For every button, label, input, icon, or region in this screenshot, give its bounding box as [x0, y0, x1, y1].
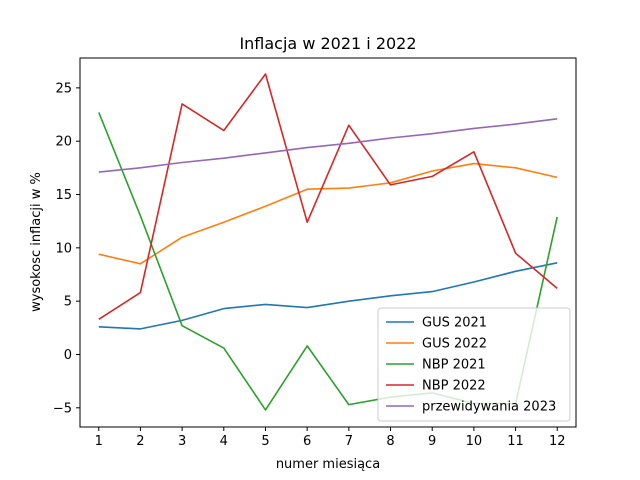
series-line-4 [98, 73, 558, 320]
chart-title: Inflacja w 2021 i 2022 [239, 34, 416, 53]
x-tick-label: 12 [549, 434, 566, 449]
y-tick-label: 10 [55, 241, 72, 256]
y-tick-label: −5 [53, 401, 72, 416]
x-tick-label: 3 [178, 434, 186, 449]
y-tick-label: 0 [64, 348, 72, 363]
x-tick-label: 1 [95, 434, 103, 449]
x-axis-label: numer miesiąca [276, 457, 380, 472]
y-tick-label: 20 [55, 135, 72, 150]
series-line-1 [98, 262, 558, 330]
x-tick-label: 7 [345, 434, 353, 449]
series-line-5 [98, 118, 558, 173]
legend-label: przewidywania 2023 [422, 400, 556, 415]
y-axis-label: wysokosc inflacji w % [29, 172, 44, 312]
legend-label: GUS 2021 [422, 316, 487, 331]
x-tick-label: 6 [303, 434, 311, 449]
x-tick-label: 8 [386, 434, 394, 449]
legend-label: NBP 2021 [422, 358, 486, 373]
plot-frame [79, 57, 577, 428]
legend-box [377, 307, 571, 422]
legend: GUS 2021 GUS 2022 NBP 2021 NBP 2022 przewidy… [377, 307, 571, 422]
x-tick-label: 4 [220, 434, 228, 449]
x-tick-label: 9 [428, 434, 436, 449]
x-tick-label: 11 [507, 434, 524, 449]
y-tick-label: 25 [55, 81, 72, 96]
x-tick-label: 10 [466, 434, 483, 449]
legend-label: NBP 2022 [422, 379, 486, 394]
plot-lines [98, 73, 558, 411]
legend-label: GUS 2022 [422, 337, 487, 352]
x-tick-label: 5 [261, 434, 269, 449]
y-tick-label: 15 [55, 188, 72, 203]
series-line-2 [98, 162, 558, 265]
y-tick-label: 5 [64, 295, 72, 310]
x-tick-label: 2 [136, 434, 144, 449]
